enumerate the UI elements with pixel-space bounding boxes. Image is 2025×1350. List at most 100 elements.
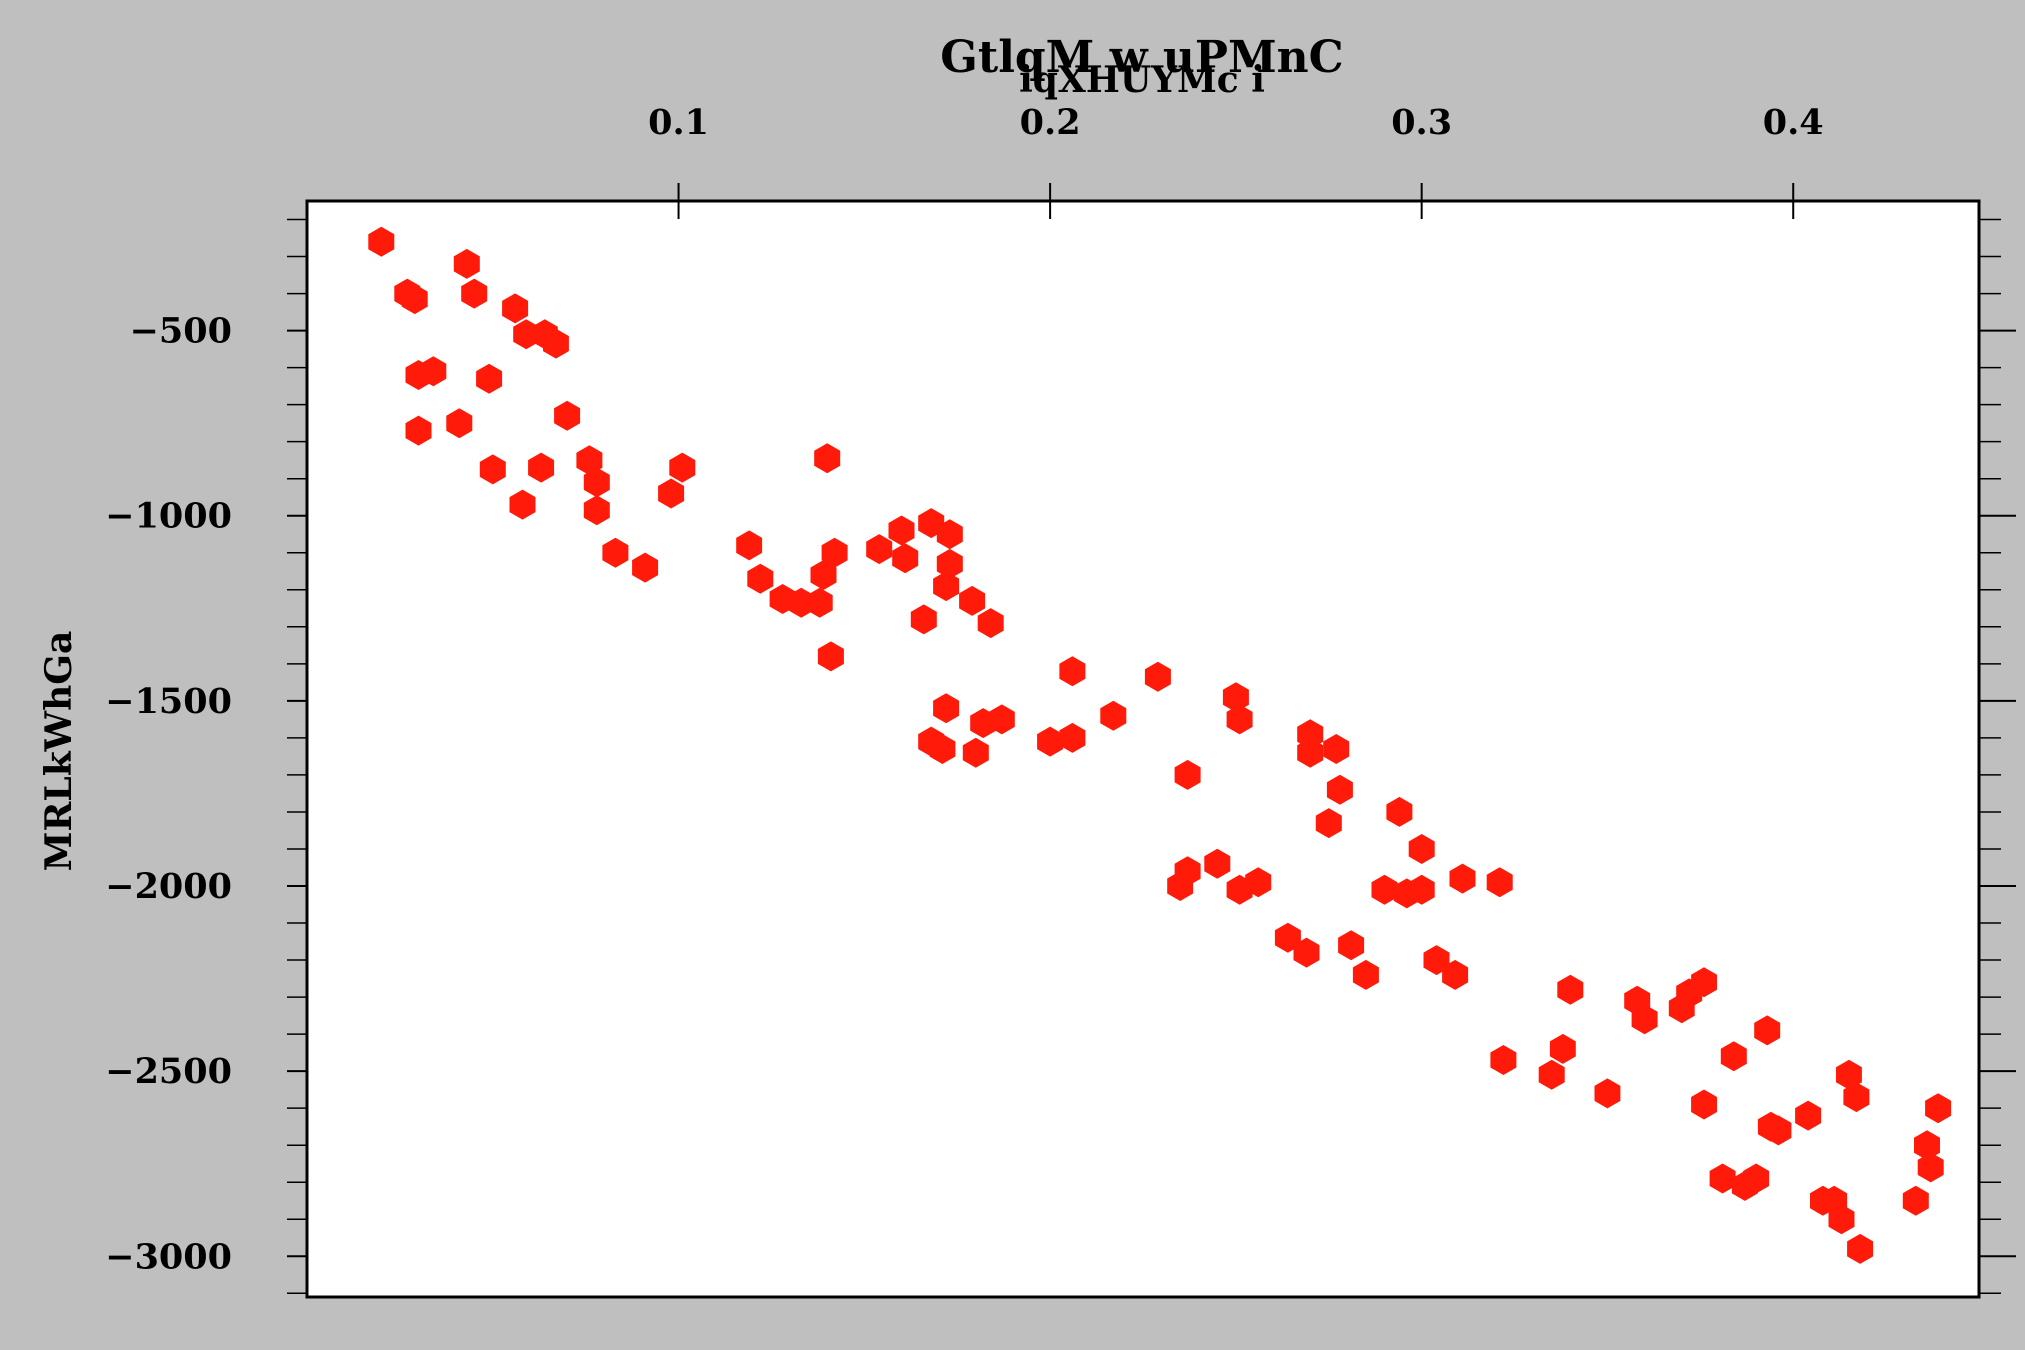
scatter-point — [528, 452, 555, 483]
scatter-point — [1754, 1015, 1781, 1046]
scatter-point — [1490, 1045, 1517, 1075]
scatter-point — [479, 454, 506, 485]
scatter-point — [1442, 959, 1469, 990]
scatter-point — [1795, 1100, 1822, 1131]
scatter-point — [1843, 1082, 1870, 1113]
scatter-point — [1204, 848, 1231, 879]
scatter-point — [1386, 796, 1413, 827]
scatter-point — [1059, 722, 1086, 753]
scatter-point — [420, 356, 447, 387]
scatter-point — [1222, 682, 1249, 713]
scatter-point — [453, 248, 480, 279]
scatter-point — [1720, 1041, 1747, 1072]
scatter-point — [814, 443, 841, 474]
scatter-point — [806, 587, 833, 618]
scatter-point — [747, 563, 774, 594]
scatter-point — [1326, 774, 1353, 805]
tick-labels: 0.1 0.2 0.3 0.4 −500 −1000 −1500 −2000 −2500 −300… — [105, 102, 1823, 1277]
scatter-point — [936, 519, 963, 550]
scatter-point — [810, 560, 837, 590]
scatter-point — [1449, 863, 1476, 894]
scatter-point — [401, 284, 428, 315]
scatter-point — [632, 552, 659, 583]
scatter-point — [736, 530, 763, 561]
axis-ticks — [287, 183, 2016, 1295]
scatter-point — [988, 704, 1015, 735]
scatter-point — [583, 495, 610, 526]
scatter-point — [1315, 808, 1342, 839]
scatter-point — [405, 415, 432, 446]
scatter-point — [866, 534, 893, 565]
scatter-point — [1245, 867, 1272, 898]
scatter-point — [1538, 1059, 1565, 1090]
scatter-point — [1037, 726, 1064, 757]
x-axis-label: iqXHUYMc i — [1019, 59, 1265, 101]
scatter-point — [962, 737, 989, 768]
scatter-point — [1226, 704, 1253, 735]
scatter-point — [658, 478, 685, 509]
scatter-point — [959, 585, 986, 616]
x-tick-label: 0.3 — [1391, 102, 1452, 143]
scatter-point — [1836, 1059, 1862, 1090]
scatter-point — [888, 515, 915, 546]
scatter-point — [1549, 1033, 1576, 1064]
scatter-point — [461, 278, 488, 309]
scatter-point — [1059, 656, 1086, 687]
scatter-point — [1594, 1078, 1621, 1109]
scatter-point — [929, 734, 956, 764]
scatter-point — [933, 693, 960, 724]
x-tick-label: 0.1 — [648, 102, 709, 143]
scatter-point — [1297, 737, 1324, 768]
scatter-point — [977, 608, 1004, 639]
scatter-point — [1352, 959, 1379, 990]
scatter-point — [1765, 1115, 1792, 1146]
y-tick-label: −2500 — [105, 1051, 232, 1092]
scatter-point — [1914, 1130, 1940, 1161]
scatter-point — [1828, 1204, 1855, 1235]
y-tick-label: −2000 — [105, 866, 232, 907]
scatter-point — [1408, 834, 1435, 864]
scatter-point — [509, 489, 536, 520]
scatter-point — [543, 328, 569, 359]
scatter-point — [1631, 1004, 1658, 1035]
scatter-point — [1293, 937, 1320, 968]
scatter-point — [1486, 867, 1513, 898]
scatter-point — [1709, 1163, 1736, 1194]
scatter-point — [1917, 1152, 1944, 1183]
scatter-point — [910, 604, 937, 635]
x-tick-label: 0.2 — [1020, 102, 1081, 143]
chart-title: GtlqM w uPMnC — [940, 32, 1343, 83]
scatter-point — [1691, 967, 1717, 998]
y-axis-label: MRLkWhGa — [38, 631, 80, 872]
y-tick-label: −1000 — [105, 496, 232, 537]
scatter-point — [936, 548, 963, 579]
scatter-point — [476, 363, 503, 394]
scatter-point — [583, 467, 610, 498]
scatter-point — [1100, 700, 1127, 731]
scatter-point — [1144, 661, 1171, 692]
scatter-point — [669, 452, 696, 483]
scatter-point — [576, 445, 603, 476]
plot-area — [305, 199, 1981, 1299]
scatter-point — [554, 400, 581, 431]
scatter-point — [1847, 1233, 1874, 1264]
scatter-point — [821, 537, 848, 568]
scatter-point — [892, 543, 919, 574]
data-points — [368, 226, 1952, 1264]
y-tick-label: −1500 — [105, 681, 232, 722]
scatter-point — [933, 571, 960, 602]
scatter-point — [1174, 759, 1201, 790]
scatter-point — [1371, 874, 1398, 905]
x-tick-label: 0.4 — [1763, 102, 1824, 143]
scatter-point — [1174, 856, 1201, 887]
scatter-point — [1408, 874, 1435, 905]
scatter-point — [1743, 1163, 1770, 1194]
y-tick-label: −3000 — [105, 1236, 232, 1277]
scatter-point — [817, 641, 844, 672]
scatter-point — [446, 408, 473, 439]
scatter-point — [368, 226, 395, 257]
scatter-point — [1902, 1185, 1929, 1216]
scatter-point — [1925, 1093, 1952, 1124]
scatter-point — [1338, 930, 1365, 961]
